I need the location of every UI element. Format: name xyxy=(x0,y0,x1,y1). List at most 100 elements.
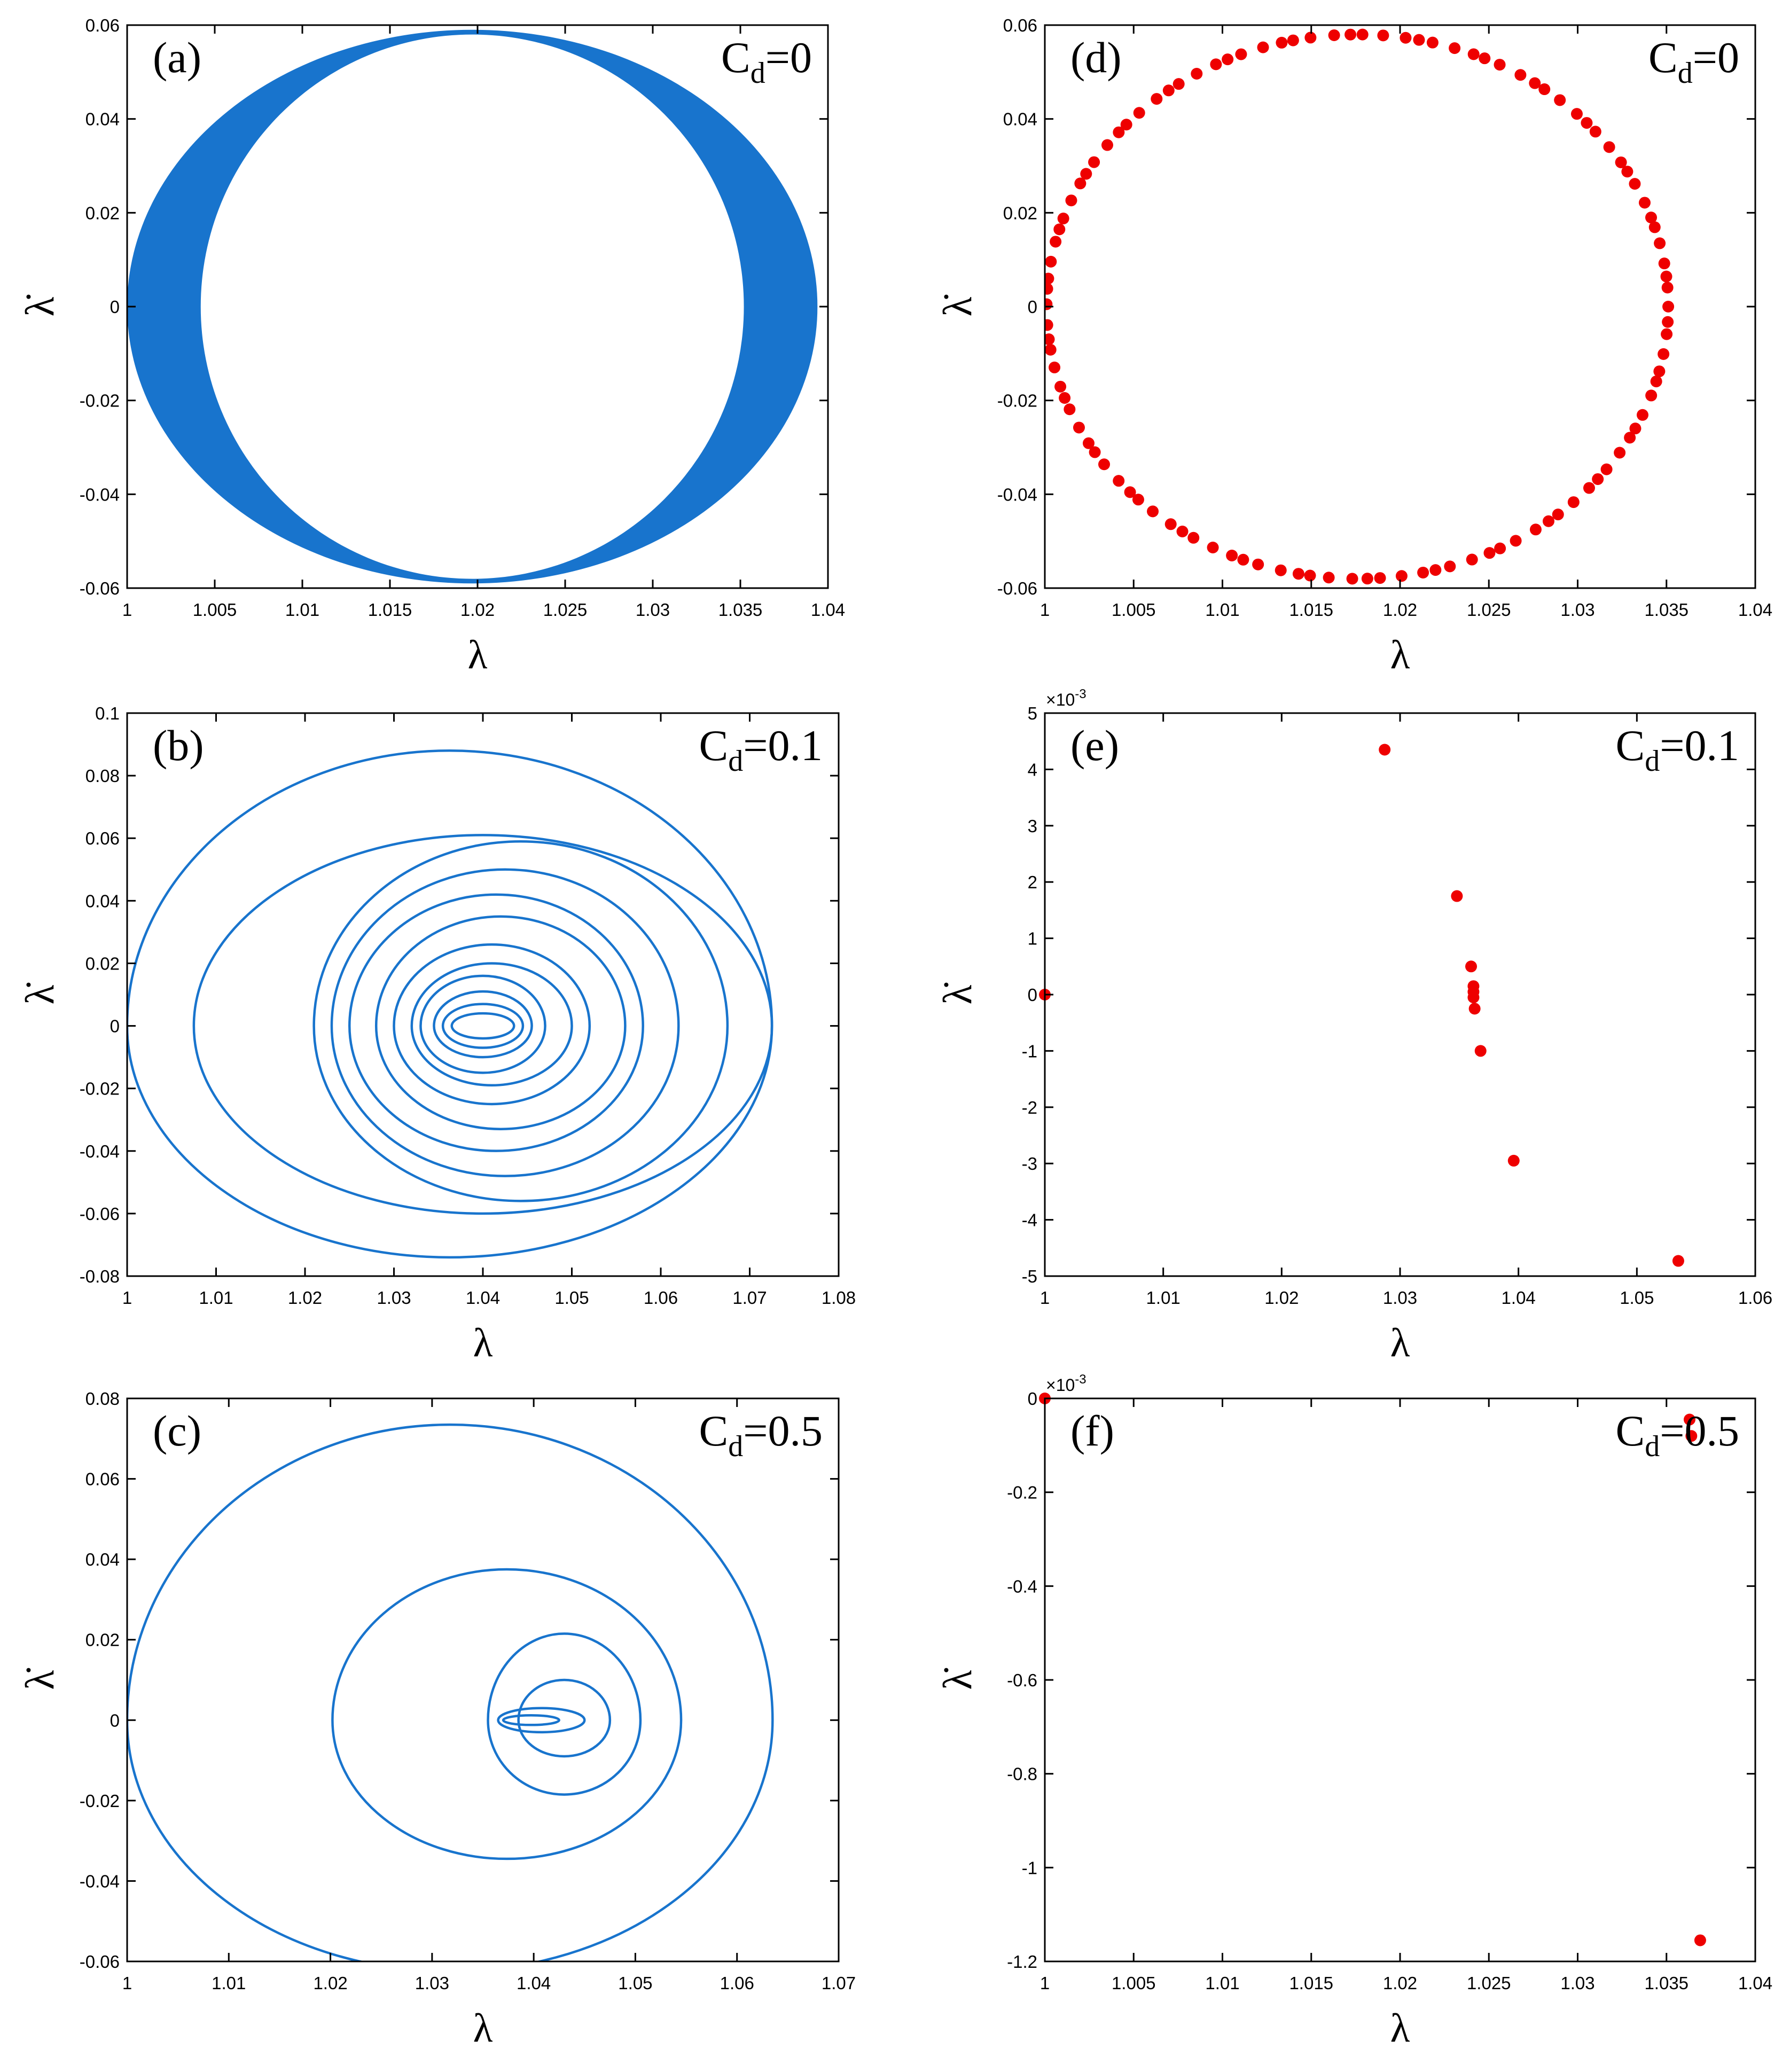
y-axis-label: λ̇ xyxy=(18,982,62,1005)
poincare-point xyxy=(1361,573,1373,585)
y-tick-label: 0.02 xyxy=(85,1630,120,1650)
panel-b: 1 1.01 1.02 1.03 1.04 1.05 1.06 1.07 1.08 -0.08 -0… xyxy=(18,703,856,1365)
poincare-point xyxy=(1615,156,1627,168)
x-tick-label: 1.025 xyxy=(1467,600,1511,620)
y-tick-label: -0.2 xyxy=(1007,1483,1037,1503)
damping-annotation: Cd=0 xyxy=(721,33,812,90)
y-tick-label: 0 xyxy=(110,1710,120,1730)
poincare-point xyxy=(1147,505,1159,518)
y-tick-label: 0 xyxy=(1028,1389,1037,1409)
trajectory-loop xyxy=(192,834,773,1215)
trajectory-loop xyxy=(312,840,729,1202)
poincare-point xyxy=(1466,553,1478,566)
trajectory-loop xyxy=(374,915,627,1131)
y-tick-label: 4 xyxy=(1028,760,1037,779)
poincare-point xyxy=(1662,301,1675,312)
poincare-point xyxy=(1395,570,1408,582)
x-tick-label: 1.01 xyxy=(1146,1288,1181,1308)
poincare-point xyxy=(1045,333,1055,346)
x-tick-label: 1.05 xyxy=(554,1288,589,1308)
poincare-point xyxy=(1073,421,1085,434)
poincare-point xyxy=(1045,272,1054,285)
poincare-point xyxy=(1529,523,1542,536)
trajectory-loop xyxy=(419,974,546,1074)
x-axis-label: λ xyxy=(1390,1320,1410,1365)
poincare-point xyxy=(1082,437,1095,449)
poincare-point xyxy=(1054,380,1067,393)
damping-annotation: Cd=0.5 xyxy=(699,1406,823,1463)
poincare-point xyxy=(1570,108,1583,120)
x-tick-label: 1.005 xyxy=(193,600,237,620)
poincare-point xyxy=(1098,458,1111,471)
x-axis-label: λ xyxy=(1390,632,1410,677)
poincare-point xyxy=(1328,29,1340,41)
poincare-point xyxy=(1235,48,1247,60)
y-tick-label: 0.04 xyxy=(85,110,120,129)
poincare-point xyxy=(1661,282,1674,294)
panel-c: 1 1.01 1.02 1.03 1.04 1.05 1.06 1.07 -0.06 -0.04 -… xyxy=(18,1389,856,2051)
panel-label: (c) xyxy=(153,1406,201,1455)
x-tick-label: 1.005 xyxy=(1112,1973,1156,1993)
axis-scale-factor: ×10-3 xyxy=(1046,1372,1086,1395)
y-axis-label: λ̇ xyxy=(935,294,980,317)
y-tick-label: -4 xyxy=(1022,1210,1037,1230)
y-tick-label: 0 xyxy=(110,1017,120,1036)
poincare-point xyxy=(1045,298,1053,310)
x-axis-label: λ xyxy=(473,2006,493,2051)
poincare-point xyxy=(1621,166,1633,178)
plot-area xyxy=(127,749,773,1259)
y-tick-label: 0.1 xyxy=(95,703,120,723)
damping-annotation: Cd=0.1 xyxy=(1616,721,1739,778)
y-tick-label: -0.06 xyxy=(80,578,120,598)
x-tick-label: 1.04 xyxy=(1502,1288,1536,1308)
panel-label: (a) xyxy=(153,33,201,82)
poincare-point xyxy=(1514,69,1527,81)
plot-area xyxy=(1045,28,1675,585)
x-tick-label: 1.07 xyxy=(822,1973,856,1993)
y-tick-label: 0.06 xyxy=(85,1469,120,1489)
y-tick-label: 0.02 xyxy=(85,203,120,223)
trajectory-loop xyxy=(410,962,573,1087)
poincare-point xyxy=(1132,494,1144,506)
y-tick-label: -0.02 xyxy=(80,1079,120,1099)
panel-label: (b) xyxy=(153,721,204,770)
poincare-point xyxy=(1653,365,1666,378)
poincare-point xyxy=(1636,409,1648,421)
poincare-point xyxy=(1661,328,1673,340)
poincare-point xyxy=(1624,432,1636,444)
x-tick-label: 1 xyxy=(1040,1973,1050,1993)
poincare-point xyxy=(1444,560,1456,573)
poincare-point xyxy=(1057,213,1069,225)
poincare-point xyxy=(1583,482,1595,494)
trajectory-band xyxy=(127,29,818,584)
y-tick-label: 0 xyxy=(110,297,120,317)
poincare-point xyxy=(1474,1045,1487,1057)
poincare-point xyxy=(1053,223,1066,236)
poincare-point xyxy=(1554,94,1566,106)
plot-area xyxy=(127,1425,772,1972)
x-tick-label: 1.02 xyxy=(288,1288,322,1308)
x-tick-label: 1.035 xyxy=(1644,1973,1689,1993)
trajectory-loop xyxy=(127,749,773,1259)
poincare-point xyxy=(1654,237,1666,249)
x-tick-label: 1.04 xyxy=(1738,600,1772,620)
poincare-point xyxy=(1494,59,1506,71)
poincare-point xyxy=(1417,566,1429,578)
y-tick-label: -0.02 xyxy=(80,391,120,411)
poincare-point xyxy=(1346,573,1358,585)
axis-scale-factor: ×10-3 xyxy=(1046,687,1086,709)
poincare-point xyxy=(1683,1413,1695,1426)
y-tick-label: -0.06 xyxy=(997,578,1037,598)
y-tick-label: 0.04 xyxy=(85,1550,120,1569)
poincare-point xyxy=(1379,744,1391,756)
poincare-point xyxy=(1658,348,1670,360)
y-tick-label: 3 xyxy=(1028,816,1037,836)
poincare-point xyxy=(1645,212,1657,224)
poincare-point xyxy=(1124,486,1136,498)
x-tick-label: 1.04 xyxy=(517,1973,551,1993)
poincare-point xyxy=(1465,960,1477,973)
poincare-point xyxy=(1648,221,1661,233)
y-tick-label: 0.08 xyxy=(85,1389,120,1409)
poincare-point xyxy=(1581,117,1593,129)
poincare-point xyxy=(1113,475,1125,487)
